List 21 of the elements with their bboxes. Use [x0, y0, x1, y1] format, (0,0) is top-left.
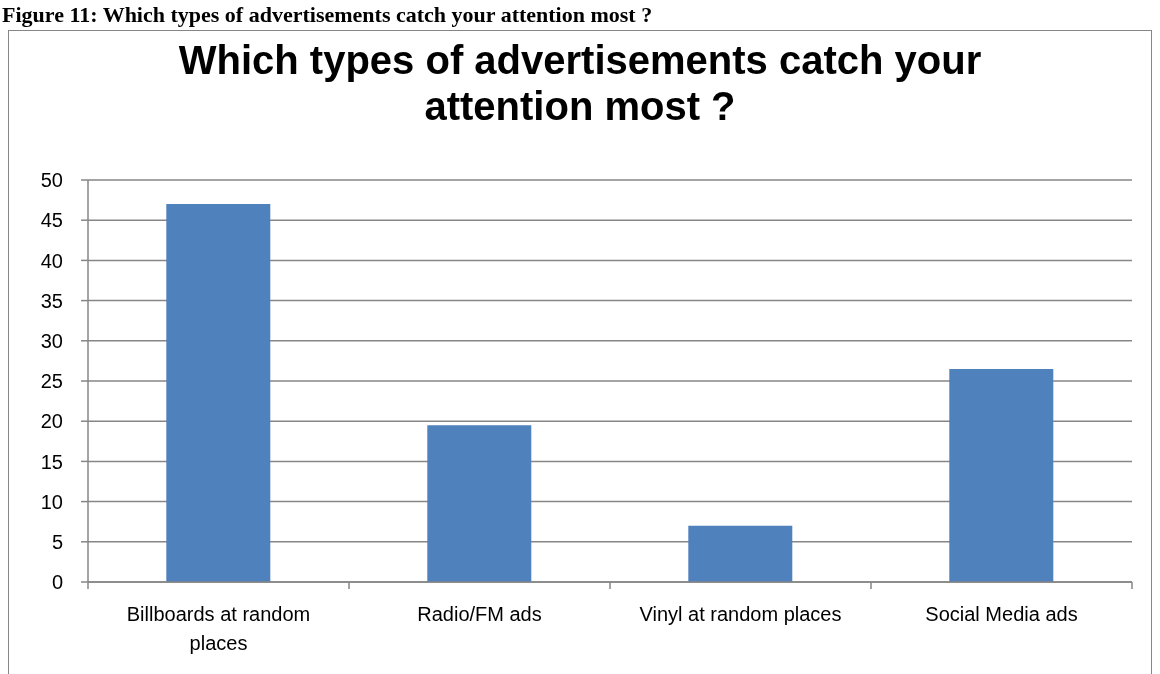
- y-tick-label: 15: [40, 450, 63, 473]
- x-tick-label: Billboards at random places: [126, 603, 311, 654]
- caption: Figure 11: Which types of advertisements catch your attention most ?: [2, 2, 653, 28]
- bar: [166, 204, 271, 582]
- x-tick-label: Radio/FM ads: [417, 603, 542, 625]
- bar: [427, 425, 532, 582]
- y-tick-label: 30: [40, 329, 63, 352]
- y-tick-label: 45: [40, 209, 63, 232]
- y-tick-label: 10: [40, 490, 63, 513]
- bar: [949, 368, 1054, 582]
- y-tick-label: 20: [40, 410, 63, 433]
- y-tick-label: 5: [51, 530, 63, 553]
- x-tick-label: Vinyl at random places: [639, 603, 842, 625]
- chart-title: Which types of advertisements catch your attention most ?: [177, 37, 983, 129]
- x-tick-label: Social Media ads: [925, 603, 1078, 625]
- y-tick-label: 25: [40, 370, 63, 393]
- bar: [688, 525, 793, 582]
- y-tick-label: 35: [40, 289, 63, 312]
- y-tick-label: 0: [51, 571, 63, 594]
- y-tick-label: 40: [40, 249, 63, 272]
- y-tick-label: 50: [40, 169, 63, 192]
